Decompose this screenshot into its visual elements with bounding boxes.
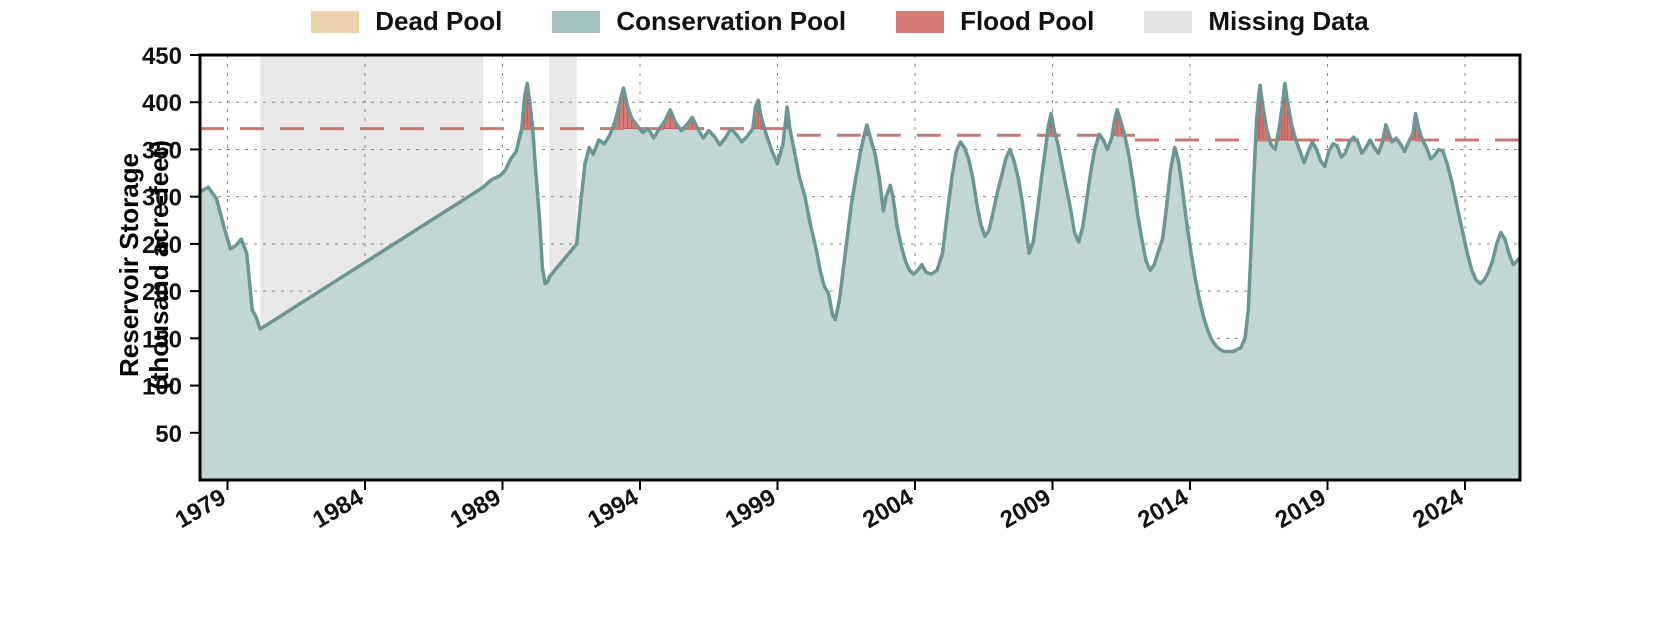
legend-swatch (311, 11, 359, 33)
legend-item-dead-pool: Dead Pool (311, 6, 502, 37)
svg-text:2014: 2014 (1133, 483, 1193, 533)
legend-label: Missing Data (1208, 6, 1368, 37)
legend-item-flood-pool: Flood Pool (896, 6, 1094, 37)
svg-text:1979: 1979 (171, 484, 231, 534)
svg-text:2004: 2004 (858, 483, 918, 533)
legend-item-missing-data: Missing Data (1144, 6, 1368, 37)
svg-text:1994: 1994 (583, 483, 643, 533)
legend-swatch (552, 11, 600, 33)
legend-swatch (896, 11, 944, 33)
svg-text:450: 450 (142, 43, 182, 70)
svg-text:1989: 1989 (446, 484, 506, 534)
legend-label: Dead Pool (375, 6, 502, 37)
svg-text:50: 50 (155, 421, 182, 448)
svg-text:1984: 1984 (308, 483, 368, 533)
svg-text:1999: 1999 (721, 484, 781, 534)
y-axis-label: Reservoir Storage (thousand acre-feet) (115, 140, 175, 390)
svg-text:2024: 2024 (1408, 483, 1468, 533)
legend-label: Flood Pool (960, 6, 1094, 37)
legend-label: Conservation Pool (616, 6, 846, 37)
svg-text:2019: 2019 (1271, 484, 1331, 534)
svg-text:400: 400 (142, 90, 182, 117)
svg-text:2009: 2009 (996, 484, 1056, 534)
reservoir-storage-chart: Dead Pool Conservation Pool Flood Pool M… (0, 0, 1680, 630)
legend: Dead Pool Conservation Pool Flood Pool M… (0, 6, 1680, 37)
legend-item-conservation-pool: Conservation Pool (552, 6, 846, 37)
plot-svg: 5010015020025030035040045019791984198919… (0, 0, 1680, 630)
legend-swatch (1144, 11, 1192, 33)
